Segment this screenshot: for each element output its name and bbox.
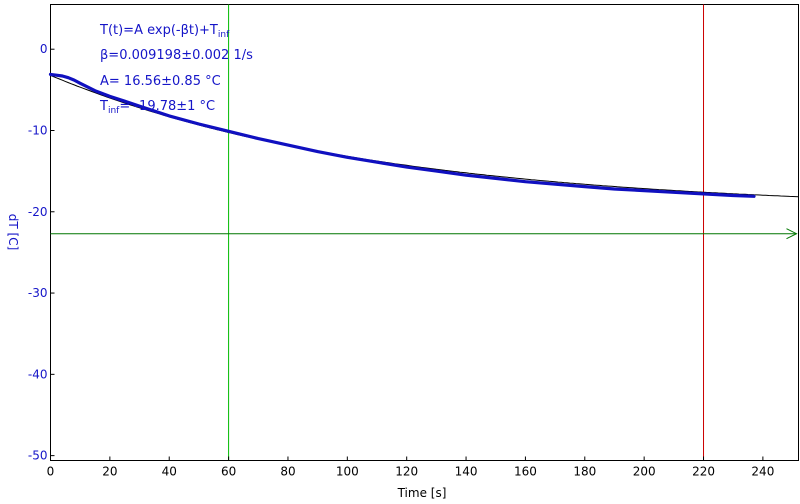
measured-series-line [48, 72, 756, 198]
series-layer [48, 72, 799, 198]
fit-annotation: T(t)=A exp(-βt)+Tinf β=0.009198±0.002 1/… [99, 23, 253, 116]
x-tick-label: 180 [573, 465, 596, 479]
x-axis-title: Time [s] [397, 486, 447, 500]
fit-curve [50, 74, 799, 198]
y-tick-label: -10 [28, 123, 48, 137]
x-tick-label: 0 [47, 465, 55, 479]
fit-formula: T(t)=A exp(-βt)+Tinf [99, 23, 230, 40]
y-tick-label: -50 [28, 449, 48, 463]
y-tick-label: 0 [40, 42, 48, 56]
x-tick-label: 140 [455, 465, 478, 479]
x-tick-label: 220 [692, 465, 715, 479]
x-tick-label: 120 [395, 465, 418, 479]
y-tick-label: -40 [28, 367, 48, 381]
fit-amplitude: A= 16.56±0.85 °C [100, 74, 221, 89]
y-tick-label: -30 [28, 286, 48, 300]
x-tick-label: 80 [280, 465, 295, 479]
x-tick-label: 60 [221, 465, 236, 479]
x-tick-label: 20 [102, 465, 117, 479]
horizontal-arrow-head [786, 228, 798, 240]
y-axis-ticks: 0 -10 -20 -30 -40 -50 [28, 42, 55, 463]
y-axis-title: dT [C] [6, 214, 20, 251]
x-tick-label: 200 [633, 465, 656, 479]
x-axis-ticks: 0 20 40 60 80 100 120 140 160 180 200 220 240 [47, 456, 774, 479]
fit-tinf: Tinf= -19.78±1 °C [99, 99, 215, 116]
x-tick-label: 240 [751, 465, 774, 479]
x-tick-label: 100 [336, 465, 359, 479]
x-tick-label: 40 [162, 465, 177, 479]
fit-beta: β=0.009198±0.002 1/s [100, 48, 253, 63]
x-tick-label: 160 [514, 465, 537, 479]
y-tick-label: -20 [28, 205, 48, 219]
plot-frame [50, 4, 799, 461]
marker-lines [50, 4, 798, 461]
